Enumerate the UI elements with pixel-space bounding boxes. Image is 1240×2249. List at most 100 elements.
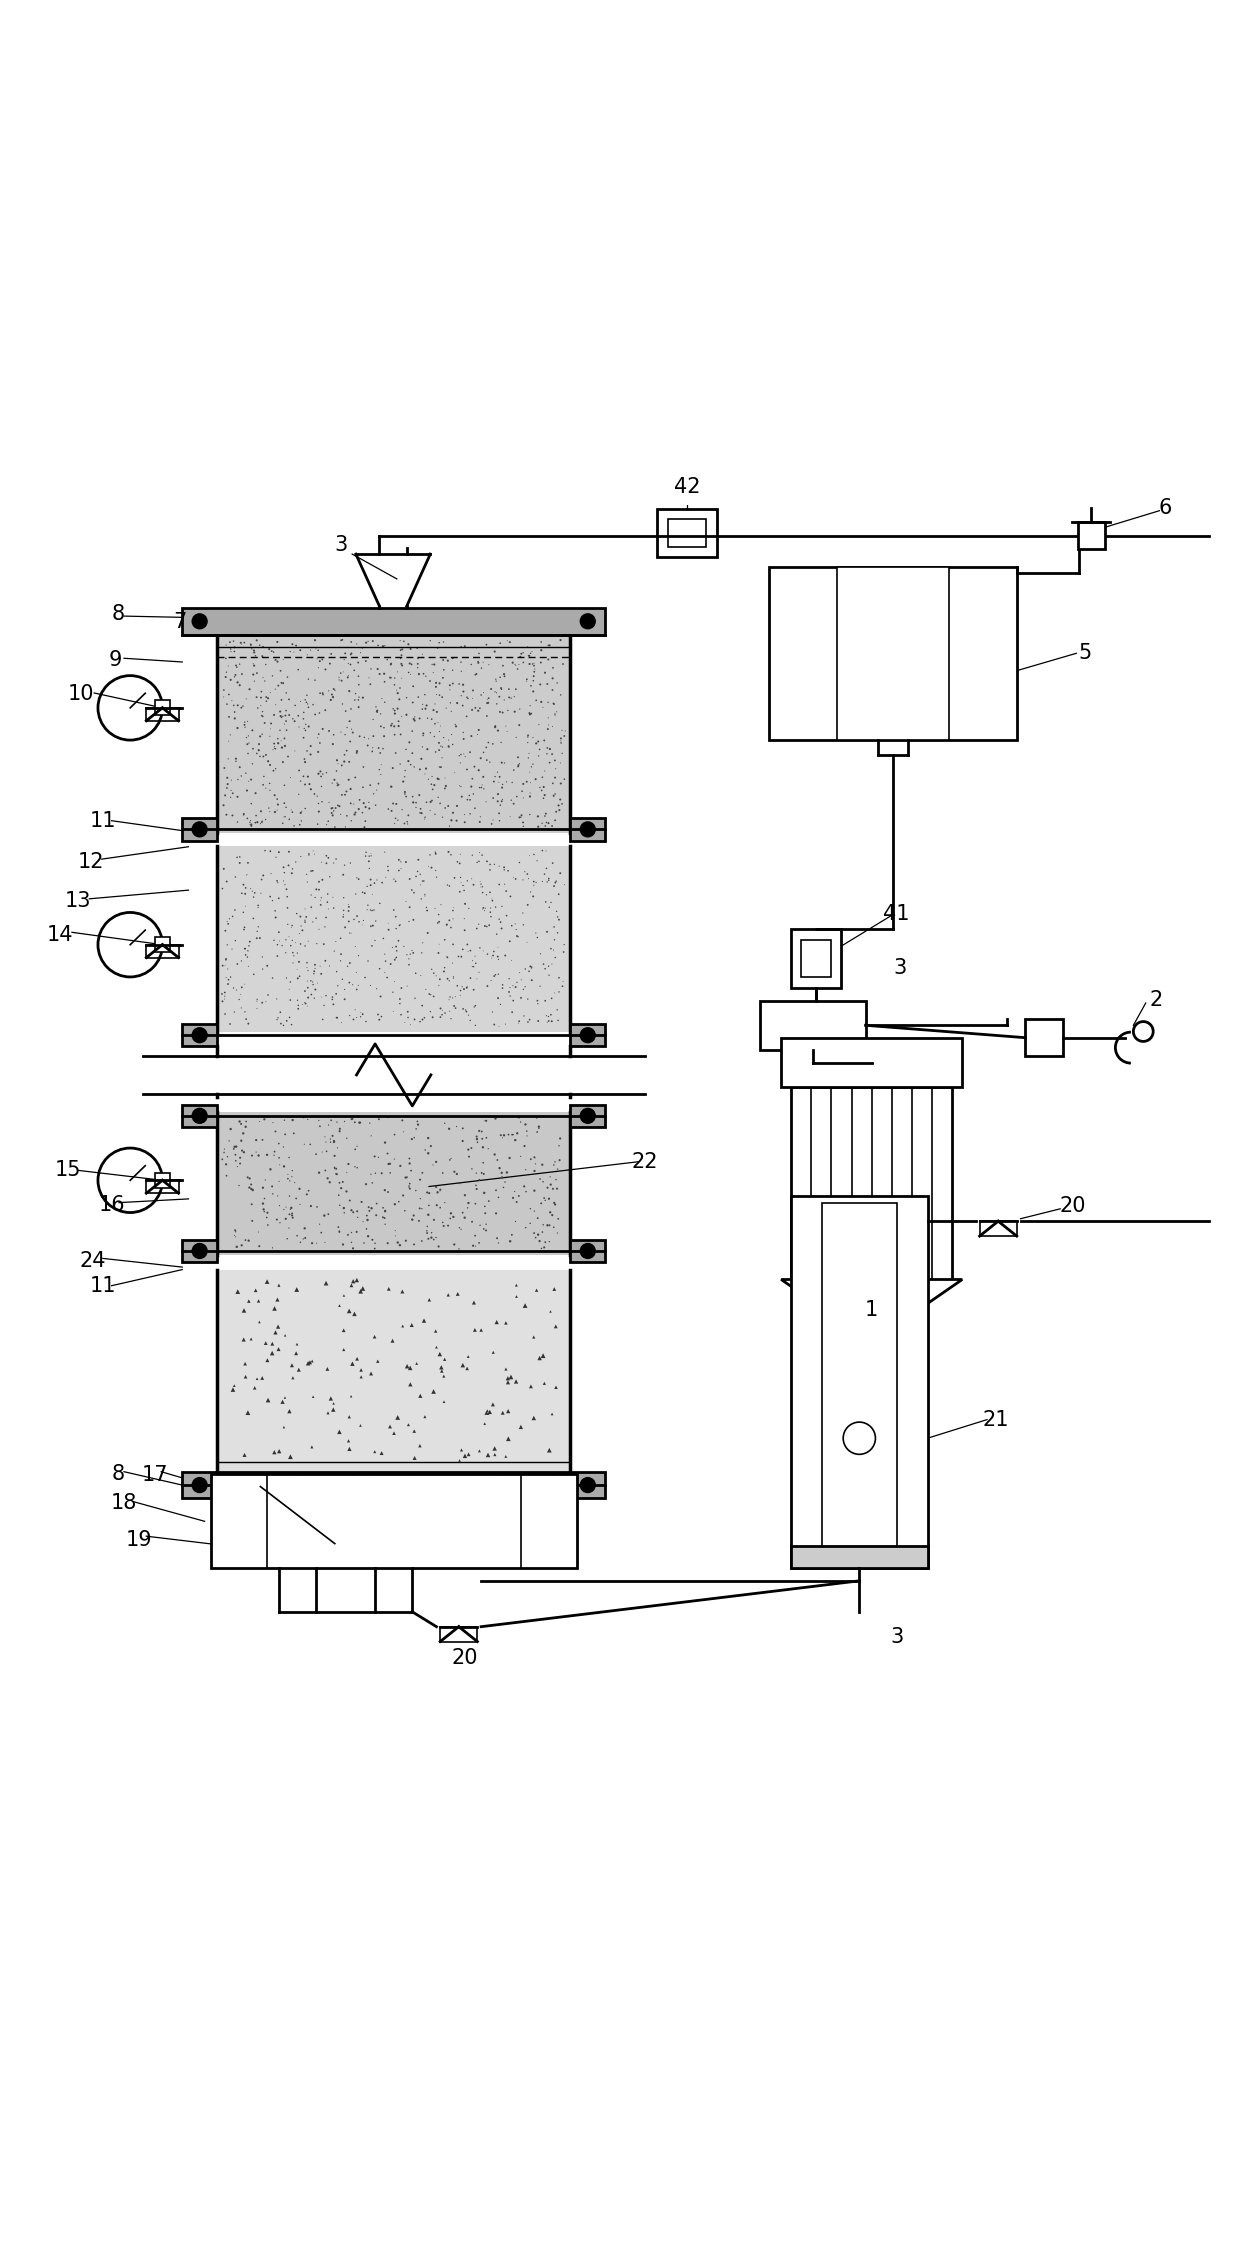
Point [262,855,281,891]
Point [247,623,267,659]
Point [511,636,531,672]
Point [372,999,392,1035]
Point [312,783,332,819]
Point [399,724,419,760]
Point [541,1194,560,1230]
Point [446,708,466,744]
Point [444,960,464,996]
Point [322,981,342,1017]
Point [525,1140,544,1176]
Point [280,999,300,1035]
Point [352,794,372,830]
Point [316,807,336,843]
Point [229,846,249,882]
Point [429,713,449,749]
Point [286,1181,306,1217]
Point [438,643,458,679]
Point [551,724,570,760]
Point [371,747,391,783]
Point [392,648,412,684]
Point [269,913,289,949]
Point [258,742,278,778]
Point [386,1212,405,1248]
Point [450,1442,470,1478]
Point [316,1266,336,1302]
Point [249,1104,269,1140]
Point [410,1379,430,1415]
Point [373,627,393,663]
Point [285,704,305,740]
Point [420,976,440,1012]
Point [223,623,243,659]
Point [217,760,237,796]
Point [331,920,351,956]
Point [339,645,358,681]
Point [213,787,233,823]
Point [242,807,262,843]
Point [284,938,304,974]
Point [216,778,236,814]
Point [260,675,280,711]
Point [305,837,325,873]
Point [543,708,563,744]
Point [221,634,241,670]
Point [453,992,472,1028]
Point [304,954,324,990]
Text: 21: 21 [982,1410,1009,1430]
Bar [791,1196,928,1568]
Point [229,645,249,681]
Point [342,1102,362,1138]
Point [505,679,525,715]
Point [546,1187,565,1223]
Point [408,679,428,715]
Point [526,1145,546,1181]
Point [403,936,423,972]
Point [410,1003,430,1039]
Point [463,837,482,873]
Bar [217,634,570,832]
Point [254,758,274,794]
Point [434,954,454,990]
Point [516,1151,536,1187]
Point [341,1379,361,1415]
Point [506,1122,526,1158]
Point [527,1113,547,1149]
Point [265,686,285,722]
Point [451,652,471,688]
Point [409,657,429,693]
Point [533,947,553,983]
Point [396,1223,415,1259]
Point [475,891,495,927]
Point [502,645,522,681]
Point [466,657,486,693]
Point [337,1120,357,1156]
Point [335,909,355,945]
Point [263,659,283,695]
Point [269,879,289,915]
Point [459,1185,479,1221]
Point [326,789,346,825]
Point [231,1107,250,1142]
Point [476,1394,496,1430]
Point [403,735,423,771]
Point [532,771,552,807]
Point [492,744,512,780]
Point [407,630,427,666]
Point [387,933,407,969]
Point [518,740,538,776]
Point [233,688,253,724]
Point [517,661,537,697]
Point [311,882,331,918]
Point [389,906,409,942]
Point [236,931,255,967]
Circle shape [580,1244,595,1259]
Point [242,630,262,666]
Point [510,690,529,726]
Point [330,787,350,823]
Point [309,785,329,821]
Point [521,688,541,724]
Point [470,803,490,839]
Point [510,798,529,834]
Point [334,879,353,915]
Point [518,1003,538,1039]
